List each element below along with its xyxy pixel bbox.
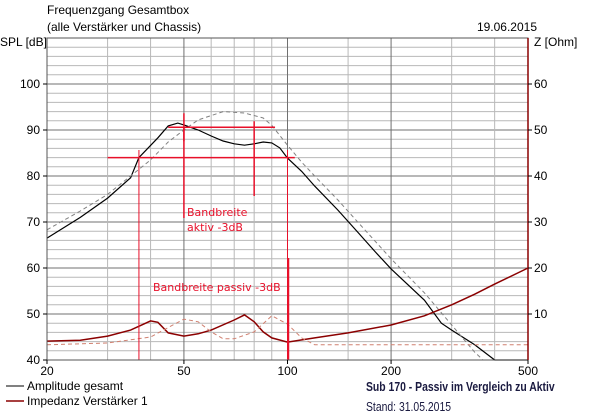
series-line-amplitude-gesamt <box>46 122 528 361</box>
y2-tick-label: 50 <box>534 123 548 137</box>
legend-label-impedance: Impedanz Verstärker 1 <box>27 394 148 408</box>
y-tick-label: 60 <box>27 261 41 275</box>
chart-title: Frequenzgang Gesamtbox <box>47 3 189 17</box>
y-tick-label: 100 <box>20 77 40 91</box>
x-tick-label: 20 <box>40 364 54 378</box>
footer-date: Stand: 31.05.2015 <box>366 399 452 414</box>
chart-subtitle: (alle Verstärker und Chassis) <box>47 20 201 34</box>
y2-tick-label: 30 <box>534 215 548 229</box>
y-axis-label: SPL [dB] <box>0 35 47 49</box>
y-tick-label: 80 <box>27 169 41 183</box>
annotation-active-2: aktiv -3dB <box>187 221 243 234</box>
y-tick-label: 90 <box>27 123 41 137</box>
y2-axis-label: Z [Ohm] <box>534 35 577 49</box>
legend-label-amplitude: Amplitude gesamt <box>27 379 124 393</box>
y2-tick-label: 40 <box>534 169 548 183</box>
y2-tick-label: 60 <box>534 77 548 91</box>
y2-tick-label: 10 <box>534 307 548 321</box>
y-tick-label: 70 <box>27 215 41 229</box>
x-tick-label: 100 <box>277 364 297 378</box>
footer-title: Sub 170 - Passiv im Vergleich zu Aktiv <box>366 379 555 394</box>
x-tick-label: 50 <box>177 364 191 378</box>
x-tick-label: 200 <box>381 364 401 378</box>
annotation-passive: Bandbreite passiv -3dB <box>153 281 281 294</box>
x-tick-label: 500 <box>518 364 538 378</box>
y2-tick-label: 20 <box>534 261 548 275</box>
series-line-impedanz-passiv <box>46 315 528 346</box>
y-tick-label: 40 <box>27 353 41 367</box>
chart-date: 19.06.2015 <box>477 20 537 34</box>
y-tick-label: 50 <box>27 307 41 321</box>
series-line-impedanz-verst-rker-1 <box>46 267 529 343</box>
annotation-active-1: Bandbreite <box>187 206 248 219</box>
series-line-amplitude-passiv <box>46 111 484 361</box>
